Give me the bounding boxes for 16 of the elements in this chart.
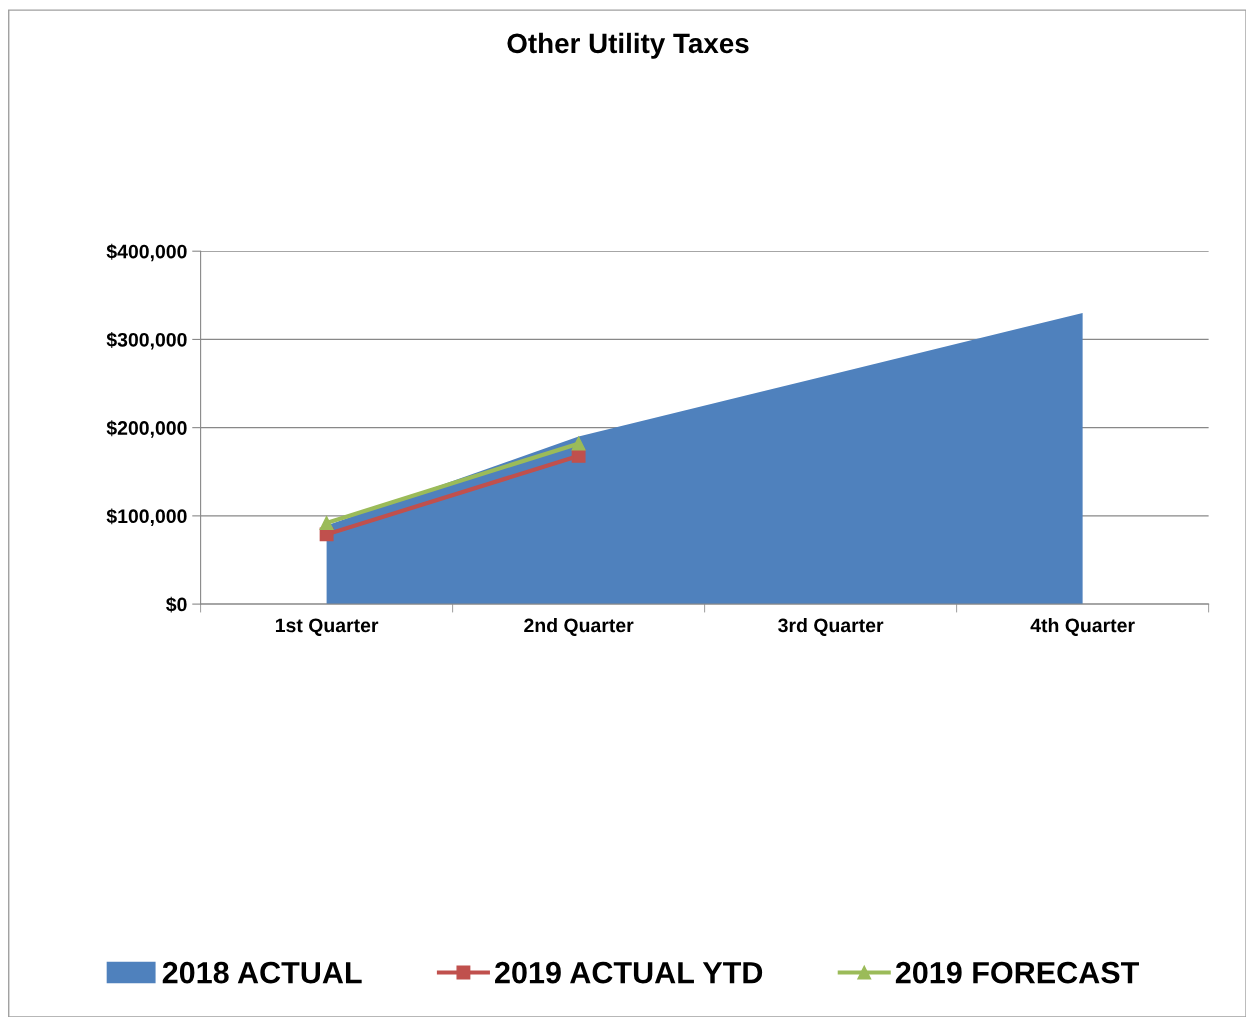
chart-title: Other Utility Taxes — [507, 32, 749, 59]
y-tick-label: $400,000 — [106, 243, 187, 262]
x-tick-label: 2nd Quarter — [524, 617, 634, 636]
x-tick-label: 4th Quarter — [1030, 617, 1135, 636]
y-tick-label: $0 — [166, 596, 187, 613]
y-tick-label: $200,000 — [106, 420, 187, 438]
legend-label: 2018 ACTUAL — [162, 961, 362, 984]
x-tick-label: 1st Quarter — [275, 618, 379, 636]
point — [319, 515, 334, 530]
point — [571, 436, 586, 451]
legend-label: 2019 ACTUAL YTD — [495, 961, 763, 984]
y-tick-label: $300,000 — [106, 332, 187, 350]
x-tick-label: 3rd Quarter — [778, 617, 884, 636]
y-tick-label: $100,000 — [106, 508, 187, 526]
point — [571, 448, 586, 463]
legend-label: 2019 FORECAST — [895, 961, 1139, 984]
